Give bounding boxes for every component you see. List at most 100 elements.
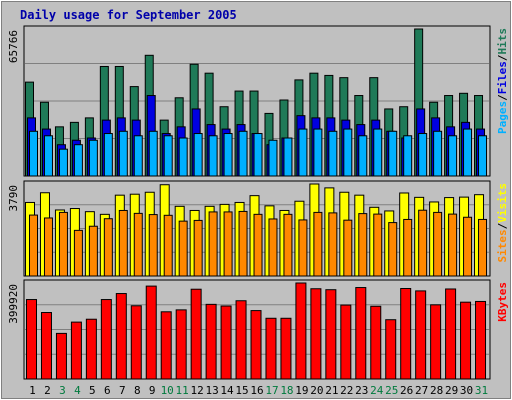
legend-files: Files	[496, 61, 509, 94]
bar-kbytes-day-31	[475, 300, 487, 380]
day-label-21: 21	[325, 384, 338, 397]
bar-sites-day-13	[208, 211, 218, 277]
legend-kbytes: KBytes	[496, 282, 509, 322]
bar-kbytes-day-9	[145, 285, 157, 380]
bar-pages-day-27	[418, 133, 428, 177]
day-label-14: 14	[220, 384, 234, 397]
bar-kbytes-day-29	[445, 288, 457, 380]
chart-title: Daily usage for September 2005	[20, 8, 237, 22]
bar-kbytes-day-25	[385, 319, 397, 380]
day-label-11: 11	[176, 384, 189, 397]
bar-kbytes-day-21	[325, 289, 337, 380]
bar-pages-day-31	[478, 135, 488, 177]
bar-sites-day-9	[148, 214, 158, 277]
legend-visits-sites: Sites/Visits	[496, 183, 509, 263]
bar-pages-day-21	[328, 130, 338, 177]
bar-kbytes-day-19	[295, 282, 307, 380]
bar-sites-day-30	[463, 216, 473, 277]
legend-separator: /	[496, 222, 509, 229]
day-label-20: 20	[310, 384, 323, 397]
legend-sites: Sites	[496, 229, 509, 262]
bar-pages-day-3	[58, 148, 68, 177]
day-label-13: 13	[205, 384, 218, 397]
bar-sites-day-12	[193, 219, 203, 277]
bar-sites-day-20	[313, 211, 323, 277]
day-label-23: 23	[355, 384, 368, 397]
bar-kbytes-day-23	[355, 287, 367, 380]
bar-kbytes-day-27	[415, 290, 427, 380]
legend-kbytes: KBytes	[496, 282, 509, 322]
bar-sites-day-7	[118, 209, 128, 277]
bar-sites-day-27	[418, 209, 428, 277]
bar-sites-day-31	[478, 218, 488, 277]
bar-sites-day-10	[163, 214, 173, 277]
bar-pages-day-17	[268, 139, 278, 177]
panel-kbytes: 399920 KBytes	[7, 279, 509, 380]
bar-pages-day-14	[223, 133, 233, 177]
bar-kbytes-day-28	[430, 304, 442, 380]
series-pages	[29, 128, 488, 177]
day-label-26: 26	[400, 384, 413, 397]
day-label-25: 25	[385, 384, 398, 397]
bar-sites-day-26	[403, 218, 413, 277]
bar-pages-day-13	[208, 135, 218, 177]
bar-pages-day-8	[133, 135, 143, 177]
bar-kbytes-day-3	[55, 332, 67, 380]
bar-kbytes-day-16	[250, 310, 262, 380]
bar-kbytes-day-13	[205, 303, 217, 380]
series-kbytes	[26, 282, 487, 380]
bar-kbytes-day-26	[400, 288, 412, 380]
bar-pages-day-20	[313, 128, 323, 177]
day-label-9: 9	[149, 384, 156, 397]
bar-pages-day-1	[29, 130, 38, 177]
bar-pages-day-10	[163, 135, 173, 177]
bar-sites-day-3	[58, 211, 68, 277]
bar-pages-day-25	[388, 130, 398, 177]
bar-kbytes-day-7	[115, 293, 127, 380]
bar-sites-day-6	[103, 218, 113, 277]
bar-kbytes-day-14	[220, 305, 232, 380]
bar-pages-day-15	[238, 130, 248, 177]
bar-pages-day-30	[463, 128, 473, 177]
bar-pages-day-5	[88, 139, 98, 177]
bar-sites-day-8	[133, 212, 143, 277]
bar-pages-day-26	[403, 135, 413, 177]
bar-pages-day-12	[193, 133, 203, 177]
bar-sites-day-5	[88, 225, 98, 277]
bar-sites-day-24	[373, 213, 383, 277]
y-max-label: 3790	[7, 185, 20, 212]
bar-kbytes-day-10	[160, 311, 172, 380]
bar-sites-day-29	[448, 213, 458, 277]
bar-pages-day-29	[448, 135, 458, 177]
bar-kbytes-day-4	[70, 321, 82, 380]
legend-hits: Hits	[496, 28, 509, 55]
legend-visits: Visits	[496, 183, 509, 223]
bar-kbytes-day-15	[235, 300, 247, 380]
legend-hits-files-pages: Pages/Files/Hits	[496, 28, 509, 134]
bar-sites-day-4	[73, 229, 83, 277]
bar-kbytes-day-24	[370, 305, 382, 380]
bar-pages-day-19	[298, 128, 308, 177]
day-label-15: 15	[235, 384, 248, 397]
bar-kbytes-day-1	[26, 299, 37, 380]
panel-hits-files-pages: 65766 Pages/Files/Hits	[7, 25, 509, 177]
y-max-label: 65766	[7, 30, 20, 63]
bar-pages-day-11	[178, 137, 188, 177]
day-label-7: 7	[119, 384, 126, 397]
bar-sites-day-2	[43, 217, 53, 277]
bar-pages-day-4	[73, 144, 83, 177]
bar-pages-day-9	[148, 130, 158, 177]
bar-kbytes-day-20	[310, 288, 322, 380]
day-label-10: 10	[161, 384, 174, 397]
bar-sites-day-25	[388, 222, 398, 277]
day-label-29: 29	[445, 384, 458, 397]
bar-sites-day-28	[433, 211, 443, 277]
day-label-28: 28	[430, 384, 443, 397]
day-label-18: 18	[280, 384, 293, 397]
day-label-1: 1	[29, 384, 36, 397]
bar-kbytes-day-6	[100, 299, 112, 380]
bar-kbytes-day-30	[460, 301, 472, 380]
bar-pages-day-24	[373, 128, 383, 177]
bar-pages-day-28	[433, 130, 443, 177]
